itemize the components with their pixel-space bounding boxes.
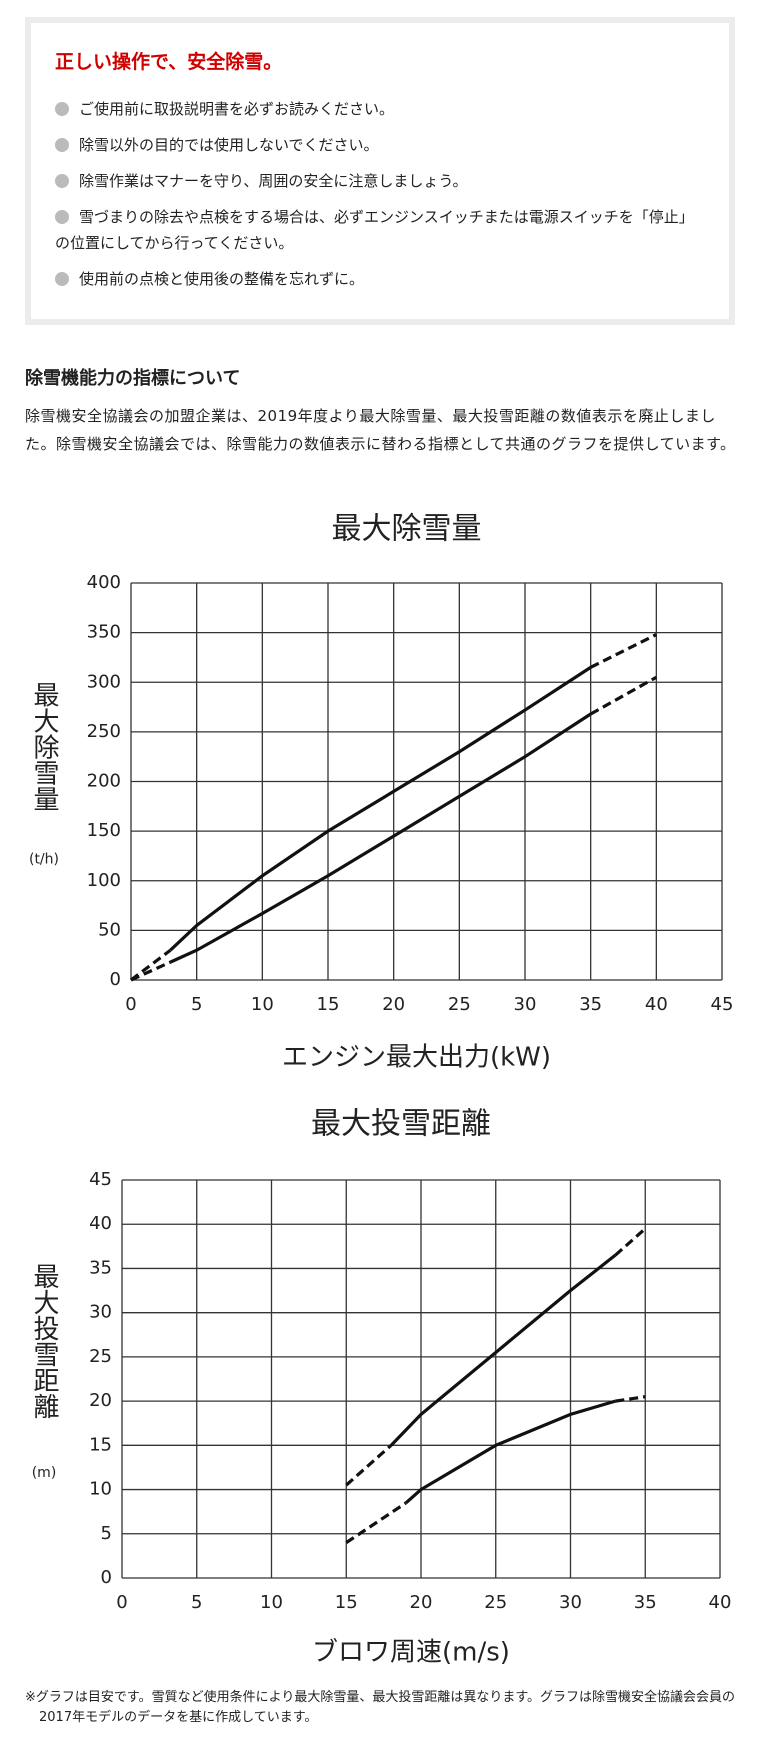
data-line xyxy=(589,633,658,669)
data-line xyxy=(130,948,172,982)
x-axis-label: エンジン最大出力(kW) xyxy=(282,1043,551,1073)
y-axis-label: 最大投雪距離 xyxy=(29,1263,59,1419)
y-tick-label: 45 xyxy=(89,1169,112,1190)
data-line xyxy=(169,712,592,964)
y-tick-label: 30 xyxy=(89,1302,112,1323)
x-tick-label: 5 xyxy=(191,994,202,1015)
data-line xyxy=(130,960,172,982)
notice-item: ご使用前に取扱説明書を必ずお読みください。 xyxy=(55,96,705,122)
y-tick-label: 150 xyxy=(87,820,121,841)
y-tick-label: 10 xyxy=(89,1479,112,1500)
data-line xyxy=(345,1501,407,1544)
x-tick-label: 30 xyxy=(559,1592,582,1613)
y-tick-label: 350 xyxy=(87,622,121,643)
x-tick-label: 10 xyxy=(251,994,274,1015)
y-tick-label: 40 xyxy=(89,1213,112,1234)
notice-item: 雪づまりの除去や点検をする場合は、必ずエンジンスイッチまたは電源スイッチを「停止… xyxy=(55,204,705,256)
x-tick-label: 5 xyxy=(191,1592,202,1613)
y-tick-label: 400 xyxy=(87,572,121,593)
x-tick-label: 25 xyxy=(448,994,471,1015)
x-tick-label: 15 xyxy=(317,994,340,1015)
x-tick-label: 25 xyxy=(484,1592,507,1613)
data-line xyxy=(404,1399,616,1505)
y-axis-unit: (m) xyxy=(32,1465,57,1481)
section: 除雪機能力の指標について 除雪機安全協議会の加盟企業は、2019年度より最大除雪… xyxy=(25,364,745,458)
y-tick-label: 0 xyxy=(101,1567,112,1588)
x-tick-label: 20 xyxy=(382,994,405,1015)
x-tick-label: 0 xyxy=(125,994,136,1015)
data-line xyxy=(614,1227,647,1257)
data-line xyxy=(345,1444,393,1487)
y-tick-label: 15 xyxy=(89,1434,112,1455)
y-tick-label: 250 xyxy=(87,721,121,742)
y-tick-label: 200 xyxy=(87,771,121,792)
data-line xyxy=(169,666,592,952)
y-tick-label: 0 xyxy=(110,969,121,990)
x-tick-label: 10 xyxy=(260,1592,283,1613)
notice-item: 除雪作業はマナーを守り、周囲の安全に注意しましょう。 xyxy=(55,168,705,194)
y-axis-label: 最大除雪量 xyxy=(29,682,59,812)
data-line xyxy=(589,675,658,716)
chart-title: 最大除雪量 xyxy=(332,512,482,547)
x-tick-label: 20 xyxy=(410,1592,433,1613)
x-tick-label: 15 xyxy=(335,1592,358,1613)
notice-title: 正しい操作で、安全除雪。 xyxy=(55,51,283,73)
x-tick-label: 35 xyxy=(579,994,602,1015)
notice-box: 正しい操作で、安全除雪。 ご使用前に取扱説明書を必ずお読みください。 除雪以外の目… xyxy=(25,17,735,325)
section-heading: 除雪機能力の指標について xyxy=(25,368,241,389)
y-tick-label: 25 xyxy=(89,1346,112,1367)
x-axis-label: ブロワ周速(m/s) xyxy=(312,1638,510,1668)
x-tick-label: 45 xyxy=(711,994,734,1015)
notice-list: ご使用前に取扱説明書を必ずお読みください。 除雪以外の目的では使用しないでください… xyxy=(55,96,705,292)
footnote: ※グラフは目安です。雪質など使用条件により最大除雪量、最大投雪距離は異なります。… xyxy=(25,1690,736,1725)
section-paragraph: 除雪機安全協議会の加盟企業は、2019年度より最大除雪量、最大投雪距離の数値表示… xyxy=(25,407,736,453)
y-tick-label: 300 xyxy=(87,671,121,692)
y-tick-label: 50 xyxy=(98,919,121,940)
notice-item: 除雪以外の目的では使用しないでください。 xyxy=(55,132,705,158)
y-tick-label: 100 xyxy=(87,870,121,891)
notice-item: 使用前の点検と使用後の整備を忘れずに。 xyxy=(55,266,705,292)
x-tick-label: 40 xyxy=(645,994,668,1015)
y-tick-label: 35 xyxy=(89,1257,112,1278)
x-tick-label: 30 xyxy=(514,994,537,1015)
x-tick-label: 0 xyxy=(116,1592,127,1613)
y-axis-unit: (t/h) xyxy=(29,852,59,868)
y-tick-label: 5 xyxy=(101,1523,112,1544)
data-line xyxy=(389,1253,617,1447)
x-tick-label: 35 xyxy=(634,1592,657,1613)
y-tick-label: 20 xyxy=(89,1390,112,1411)
data-line xyxy=(615,1395,646,1403)
x-tick-label: 40 xyxy=(709,1592,732,1613)
chart-title: 最大投雪距離 xyxy=(311,1107,491,1142)
